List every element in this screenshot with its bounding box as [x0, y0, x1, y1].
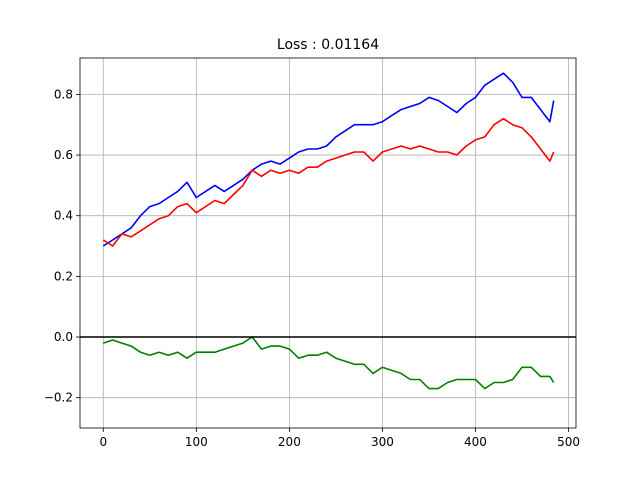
y-tick-label: −0.2 — [44, 391, 73, 405]
series-line-2 — [103, 336, 555, 390]
y-tick-label: 0.6 — [54, 148, 73, 162]
series-line-0 — [102, 72, 555, 247]
y-axis-ticks: −0.2 0.0 0.2 0.4 0.6 0.8 — [44, 87, 80, 405]
plot-frame — [79, 57, 577, 429]
grid — [80, 58, 576, 428]
x-tick-label: 200 — [278, 435, 301, 449]
x-tick-label: 300 — [371, 435, 394, 449]
y-tick-label: 0.0 — [54, 330, 73, 344]
y-tick-label: 0.2 — [54, 269, 73, 283]
x-tick-label: 500 — [557, 435, 580, 449]
x-tick-label: 400 — [464, 435, 487, 449]
x-tick-label: 0 — [99, 435, 107, 449]
x-tick-label: 100 — [185, 435, 208, 449]
series-line-1 — [102, 117, 555, 247]
y-tick-label: 0.4 — [54, 209, 73, 223]
x-axis-ticks: 0 100 200 300 400 500 — [99, 428, 580, 449]
series-layer — [102, 72, 555, 390]
chart-title: Loss : 0.01164 — [277, 37, 379, 53]
y-tick-label: 0.8 — [54, 87, 73, 101]
